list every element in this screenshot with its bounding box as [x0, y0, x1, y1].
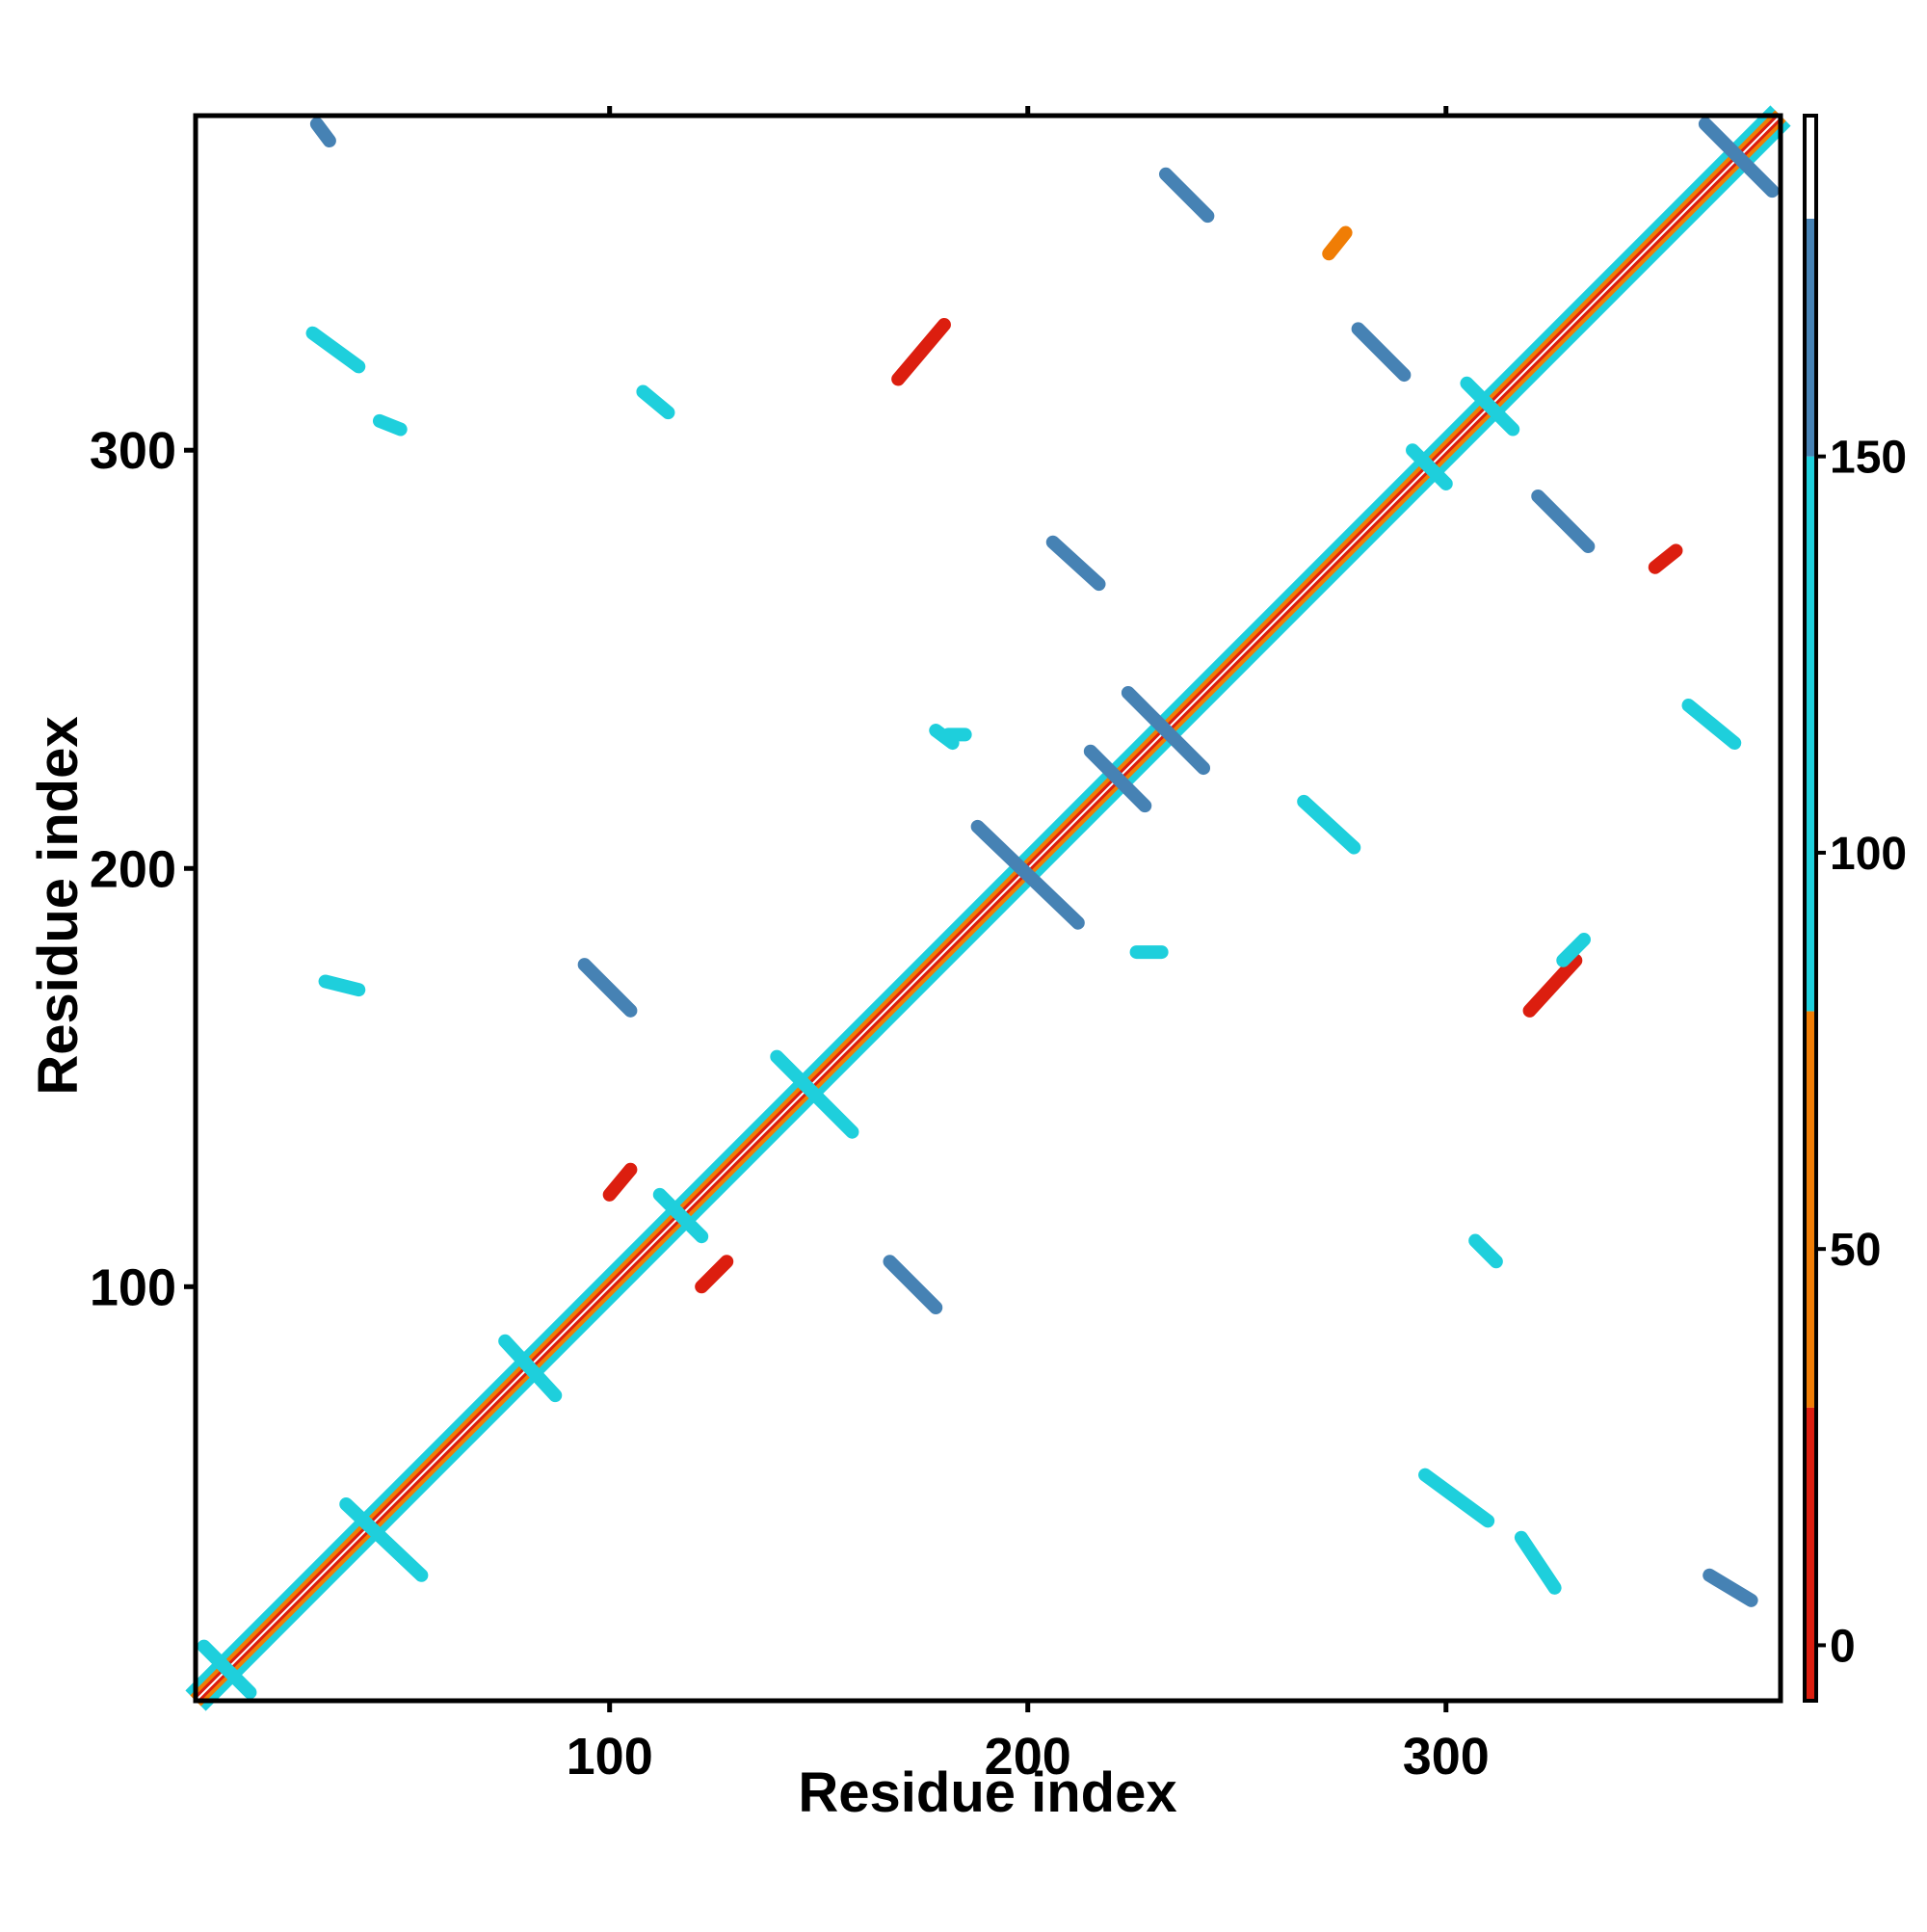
contact-segment: [1083, 744, 1152, 813]
colorbar-frame: [1803, 114, 1818, 1703]
contact-segment: [577, 958, 638, 1018]
colorbar-band: [1805, 218, 1816, 457]
contact-segment: [1322, 225, 1353, 261]
contact-segment: [1045, 535, 1106, 592]
y-axis-title: Residue index: [27, 716, 90, 1095]
contact-segment: [1418, 1468, 1495, 1528]
contact-segment: [1121, 685, 1211, 776]
x-axis-title: Residue index: [798, 1761, 1176, 1824]
contact-segment: [498, 1334, 563, 1403]
x-tick-label: 100: [567, 1728, 653, 1786]
contact-segment: [1460, 376, 1520, 437]
contact-segment: [1514, 1530, 1562, 1595]
contact-segment: [1681, 698, 1742, 751]
contact-segment: [602, 1162, 638, 1202]
contact-segment: [309, 117, 336, 148]
colorbar-band: [1805, 1407, 1816, 1701]
contact-segment: [339, 1497, 429, 1582]
axes: 100 200 300 100 200 300: [90, 106, 1783, 1786]
colorbar-tick-label: 50: [1830, 1225, 1881, 1276]
contact-segment: [1158, 167, 1215, 224]
plot-area: [185, 105, 1791, 1711]
diagonal-center: [195, 115, 1782, 1702]
contact-segment: [883, 1255, 943, 1315]
colorbar-tick-label: 0: [1830, 1621, 1856, 1672]
contact-segment: [305, 326, 366, 374]
contact-segment: [970, 819, 1085, 930]
contact-segment: [652, 1187, 709, 1244]
contact-segment: [929, 724, 960, 751]
contact-segment: [770, 1049, 859, 1139]
contact-segment: [318, 974, 366, 997]
contact-segment: [636, 384, 675, 420]
contact-segment: [1351, 322, 1412, 383]
contact-segment: [1297, 794, 1361, 855]
contact-segment: [1648, 543, 1683, 574]
contact-segment: [1468, 1233, 1503, 1269]
contact-segment: [1522, 953, 1583, 1018]
contact-segment: [1698, 117, 1780, 198]
colorbar-band: [1805, 116, 1816, 219]
y-tick-label: 100: [90, 1258, 176, 1316]
x-tick-label: 300: [1403, 1728, 1490, 1786]
contact-segment: [695, 1255, 734, 1294]
contact-segment: [1406, 443, 1453, 490]
x-tick-label: 200: [985, 1728, 1071, 1786]
contact-segment: [372, 413, 408, 437]
y-tick-label: 300: [90, 422, 176, 480]
colorbar-tick-label: 150: [1830, 433, 1907, 484]
colorbar-tick-label: 100: [1830, 829, 1907, 880]
colorbar-band: [1805, 1011, 1816, 1408]
contact-segment: [197, 1639, 257, 1700]
contact-segment: [1556, 933, 1592, 967]
contact-segment: [1531, 489, 1596, 554]
contact-segment: [891, 318, 951, 386]
colorbar: 0 50 100 150: [1803, 114, 1907, 1703]
contact-segment: [1703, 1568, 1758, 1607]
plot-frame: [193, 113, 1783, 1704]
y-tick-label: 200: [90, 840, 176, 898]
colorbar-band: [1805, 456, 1816, 1012]
